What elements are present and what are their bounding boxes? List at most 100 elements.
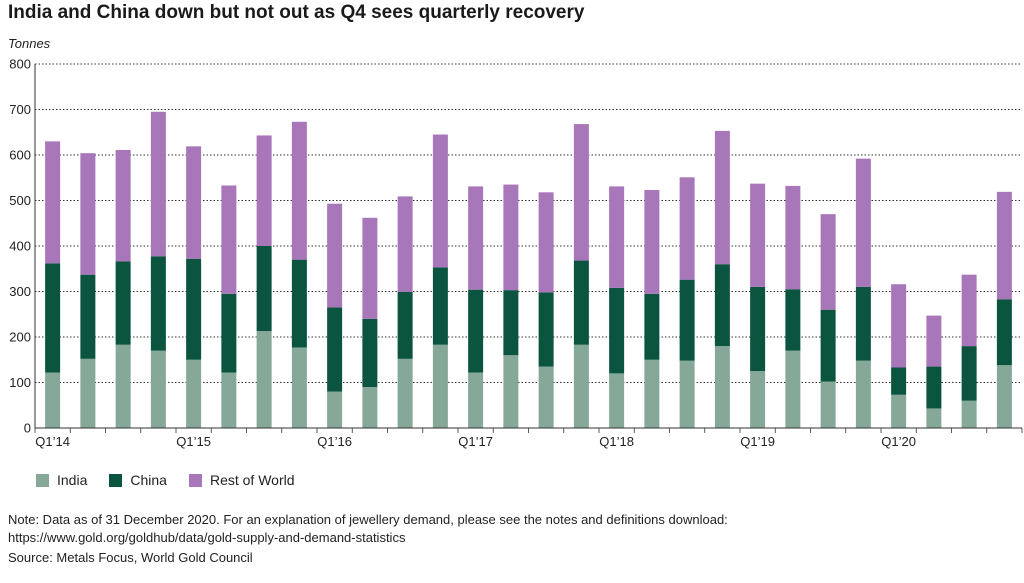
legend-swatch-rest-of-world (188, 473, 202, 487)
bar-segment-india (996, 365, 1012, 428)
bar-segment-india (432, 344, 448, 428)
bar-segment-india (115, 344, 131, 428)
bar-segment-india (820, 381, 836, 428)
bar-segment-india (397, 358, 413, 428)
x-tick-label: Q1’15 (176, 434, 211, 449)
x-tick-label: Q1’17 (458, 434, 493, 449)
bar-segment-india (80, 358, 96, 428)
footnote-text: Note: Data as of 31 December 2020. For a… (8, 512, 728, 527)
bar-segment-rest-of-world (679, 177, 695, 280)
bar-segment-india (362, 387, 378, 428)
bar-segment-china (573, 260, 589, 345)
bar-segment-rest-of-world (327, 203, 343, 308)
bar-segment-rest-of-world (221, 185, 237, 294)
x-tick-label: Q1’16 (317, 434, 352, 449)
bar-segment-india (186, 359, 202, 428)
bar-segment-china (855, 286, 871, 361)
bar-segment-india (291, 347, 307, 428)
bar-segment-india (785, 350, 801, 428)
bar-segment-india (644, 359, 660, 428)
bar-segment-rest-of-world (891, 284, 907, 368)
bar-segment-rest-of-world (644, 190, 660, 294)
bar-segment-china (45, 263, 61, 373)
bar-segment-china (750, 286, 766, 372)
bar-segment-china (432, 267, 448, 345)
y-tick-label: 200 (9, 330, 31, 345)
bar-segment-india (221, 372, 237, 428)
bar-segment-china (327, 307, 343, 392)
bar-segment-india (961, 400, 977, 428)
bar-segment-rest-of-world (397, 196, 413, 292)
bar-segment-china (256, 246, 272, 332)
bar-segment-india (150, 350, 166, 428)
y-tick-label: 400 (9, 239, 31, 254)
bar-segment-india (327, 391, 343, 428)
bar-segment-india (714, 346, 730, 428)
bar-segment-rest-of-world (45, 141, 61, 264)
y-tick-label: 0 (24, 421, 31, 436)
bar-segment-china (150, 256, 166, 351)
bar-segment-rest-of-world (503, 184, 519, 291)
footnote: Note: Data as of 31 December 2020. For a… (8, 511, 1008, 547)
legend-swatch-india (36, 473, 49, 487)
bar-segment-china (996, 299, 1012, 366)
bar-segment-rest-of-world (820, 214, 836, 310)
bar-segment-india (45, 372, 61, 428)
bar-segment-rest-of-world (362, 217, 378, 319)
bar-segment-rest-of-world (80, 153, 96, 275)
source-line: Source: Metals Focus, World Gold Council (8, 550, 253, 565)
bar-segment-rest-of-world (115, 149, 131, 262)
bar-segment-india (256, 331, 272, 428)
legend-label-rest-of-world: Rest of World (209, 472, 295, 488)
footnote-url: https://www.gold.org/goldhub/data/gold-s… (8, 530, 406, 545)
bar-segment-rest-of-world (855, 158, 871, 287)
legend: India China Rest of World (36, 472, 295, 488)
bar-segment-india (679, 360, 695, 428)
bar-segment-rest-of-world (996, 191, 1012, 300)
y-tick-label: 500 (9, 193, 31, 208)
y-tick-label: 800 (9, 57, 31, 72)
bar-segment-china (397, 291, 413, 359)
bar-segment-rest-of-world (538, 192, 554, 293)
legend-label-china: China (130, 472, 167, 488)
y-tick-label: 100 (9, 375, 31, 390)
bar-segment-china (609, 287, 625, 374)
bar-segment-india (855, 360, 871, 428)
bar-segment-china (291, 259, 307, 348)
legend-item-india: India (36, 472, 87, 488)
bar-segment-china (468, 289, 484, 373)
chart-title: India and China down but not out as Q4 s… (8, 2, 585, 23)
bar-segment-india (573, 344, 589, 428)
bar-segment-china (362, 318, 378, 388)
bar-segment-rest-of-world (150, 111, 166, 257)
bar-segment-china (891, 367, 907, 395)
bar-segment-rest-of-world (468, 186, 484, 290)
bar-segment-china (221, 293, 237, 373)
y-tick-label: 700 (9, 102, 31, 117)
bar-segment-china (186, 258, 202, 360)
legend-item-china: China (109, 472, 167, 488)
x-tick-label: Q1’20 (881, 434, 916, 449)
x-tick-label: Q1’19 (740, 434, 775, 449)
x-tick-label: Q1’14 (35, 434, 70, 449)
bar-segment-rest-of-world (573, 124, 589, 261)
bar-segment-rest-of-world (785, 185, 801, 290)
bar-segment-china (538, 292, 554, 367)
bar-segment-rest-of-world (961, 274, 977, 347)
bar-segment-china (80, 274, 96, 359)
bar-segment-rest-of-world (609, 186, 625, 288)
bar-segment-china (679, 279, 695, 361)
legend-label-india: India (57, 472, 88, 488)
bar-segment-china (785, 289, 801, 351)
bar-segment-china (644, 293, 660, 360)
x-tick-label: Q1’18 (599, 434, 634, 449)
bar-segment-china (820, 309, 836, 382)
bar-segment-rest-of-world (291, 121, 307, 260)
stacked-bar-chart: 0 100 200 300 400 500 600 700 800 Q1’14 Q1’15 Q1’16… (9, 57, 1023, 449)
bar-segment-rest-of-world (256, 135, 272, 246)
bar-segment-china (926, 366, 942, 409)
legend-item-rest-of-world: Rest of World (188, 472, 295, 488)
bar-segment-china (115, 261, 131, 345)
legend-swatch-china (109, 473, 123, 487)
bar-segment-china (714, 264, 730, 347)
